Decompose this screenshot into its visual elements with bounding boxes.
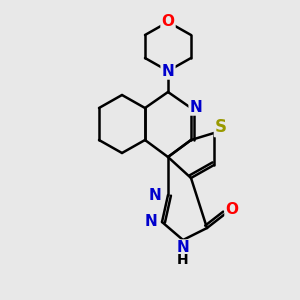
Text: O: O — [161, 14, 175, 29]
Text: N: N — [177, 241, 189, 256]
Text: H: H — [177, 253, 189, 267]
Text: O: O — [226, 202, 238, 217]
Text: N: N — [148, 188, 161, 203]
Text: S: S — [215, 118, 227, 136]
Text: N: N — [162, 64, 174, 79]
Text: N: N — [190, 100, 202, 115]
Text: N: N — [145, 214, 158, 230]
